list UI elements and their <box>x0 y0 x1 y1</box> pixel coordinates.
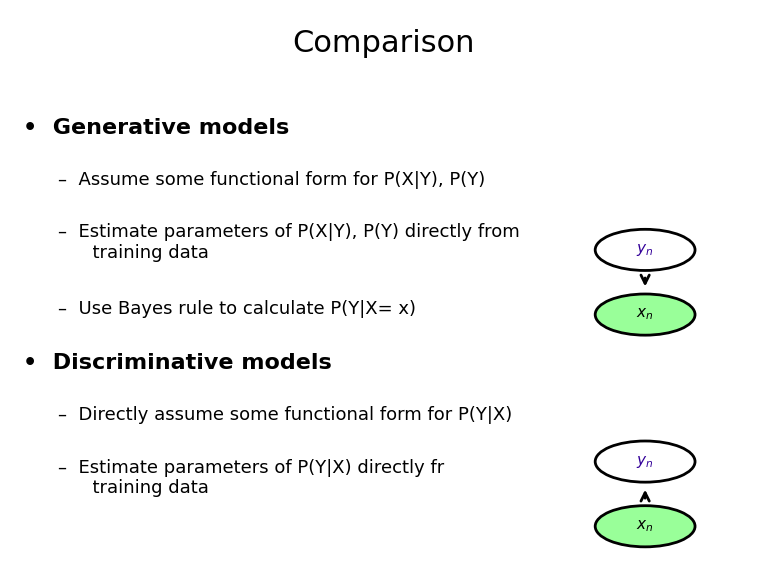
Text: –  Use Bayes rule to calculate P(Y|X= x): – Use Bayes rule to calculate P(Y|X= x) <box>58 300 415 318</box>
Text: –  Estimate parameters of P(X|Y), P(Y) directly from
      training data: – Estimate parameters of P(X|Y), P(Y) di… <box>58 223 519 262</box>
Text: $x_n$: $x_n$ <box>637 307 654 322</box>
Ellipse shape <box>595 441 695 482</box>
Ellipse shape <box>595 229 695 270</box>
Text: $y_n$: $y_n$ <box>637 242 654 258</box>
Ellipse shape <box>595 294 695 335</box>
Text: $x_n$: $x_n$ <box>637 519 654 534</box>
Text: –  Assume some functional form for P(X|Y), P(Y): – Assume some functional form for P(X|Y)… <box>58 171 485 189</box>
Text: –  Directly assume some functional form for P(Y|X): – Directly assume some functional form f… <box>58 406 511 424</box>
Ellipse shape <box>595 506 695 547</box>
Text: •  Generative models: • Generative models <box>23 118 290 138</box>
Text: Comparison: Comparison <box>293 29 475 58</box>
Text: –  Estimate parameters of P(Y|X) directly fr
      training data: – Estimate parameters of P(Y|X) directly… <box>58 459 444 497</box>
Text: •  Discriminative models: • Discriminative models <box>23 353 332 373</box>
Text: $y_n$: $y_n$ <box>637 453 654 470</box>
